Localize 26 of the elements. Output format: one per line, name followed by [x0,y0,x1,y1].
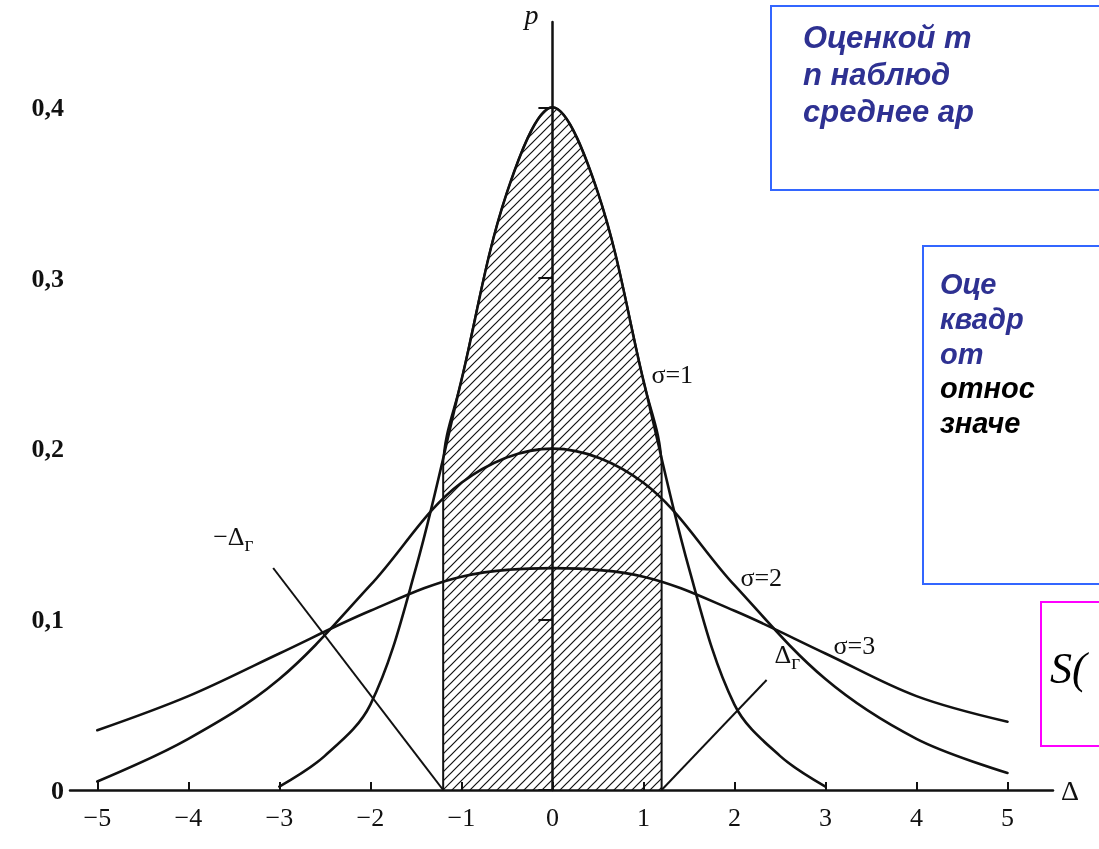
x-tick-label: 4 [909,802,923,832]
y-tick-label: 0 [51,775,64,805]
annotation: S( [1050,643,1087,695]
x-tick-label: −5 [83,802,112,832]
y-tick-label: 0,2 [31,434,64,464]
series-label: σ=1 [651,360,694,391]
x-tick-label: 0 [545,802,559,832]
series-label: σ=3 [833,631,876,662]
annotation: Оценкой m n наблюд среднее ар [803,19,974,131]
x-tick-label: 2 [727,802,741,832]
x-tick-label: 3 [818,802,832,832]
x-tick-label: −3 [265,802,294,832]
annotation: Оце квадр от относ значе [940,267,1035,441]
x-tick-label: 5 [1000,802,1014,832]
series-label: σ=2 [740,563,783,594]
x-tick-label: −2 [356,802,385,832]
x-axis-title: Δ [1061,774,1080,806]
annotation: Δ$_{г}$ [774,640,801,676]
x-tick-label: 1 [636,802,650,832]
y-tick-label: 0,1 [31,604,64,634]
x-tick-label: −4 [174,802,203,832]
x-tick-label: −1 [447,802,476,832]
y-tick-label: 0,4 [31,92,64,122]
y-axis-title: p [522,0,539,30]
annotation: −Δ$_{г}$ [213,522,254,558]
y-tick-label: 0,3 [31,263,64,293]
